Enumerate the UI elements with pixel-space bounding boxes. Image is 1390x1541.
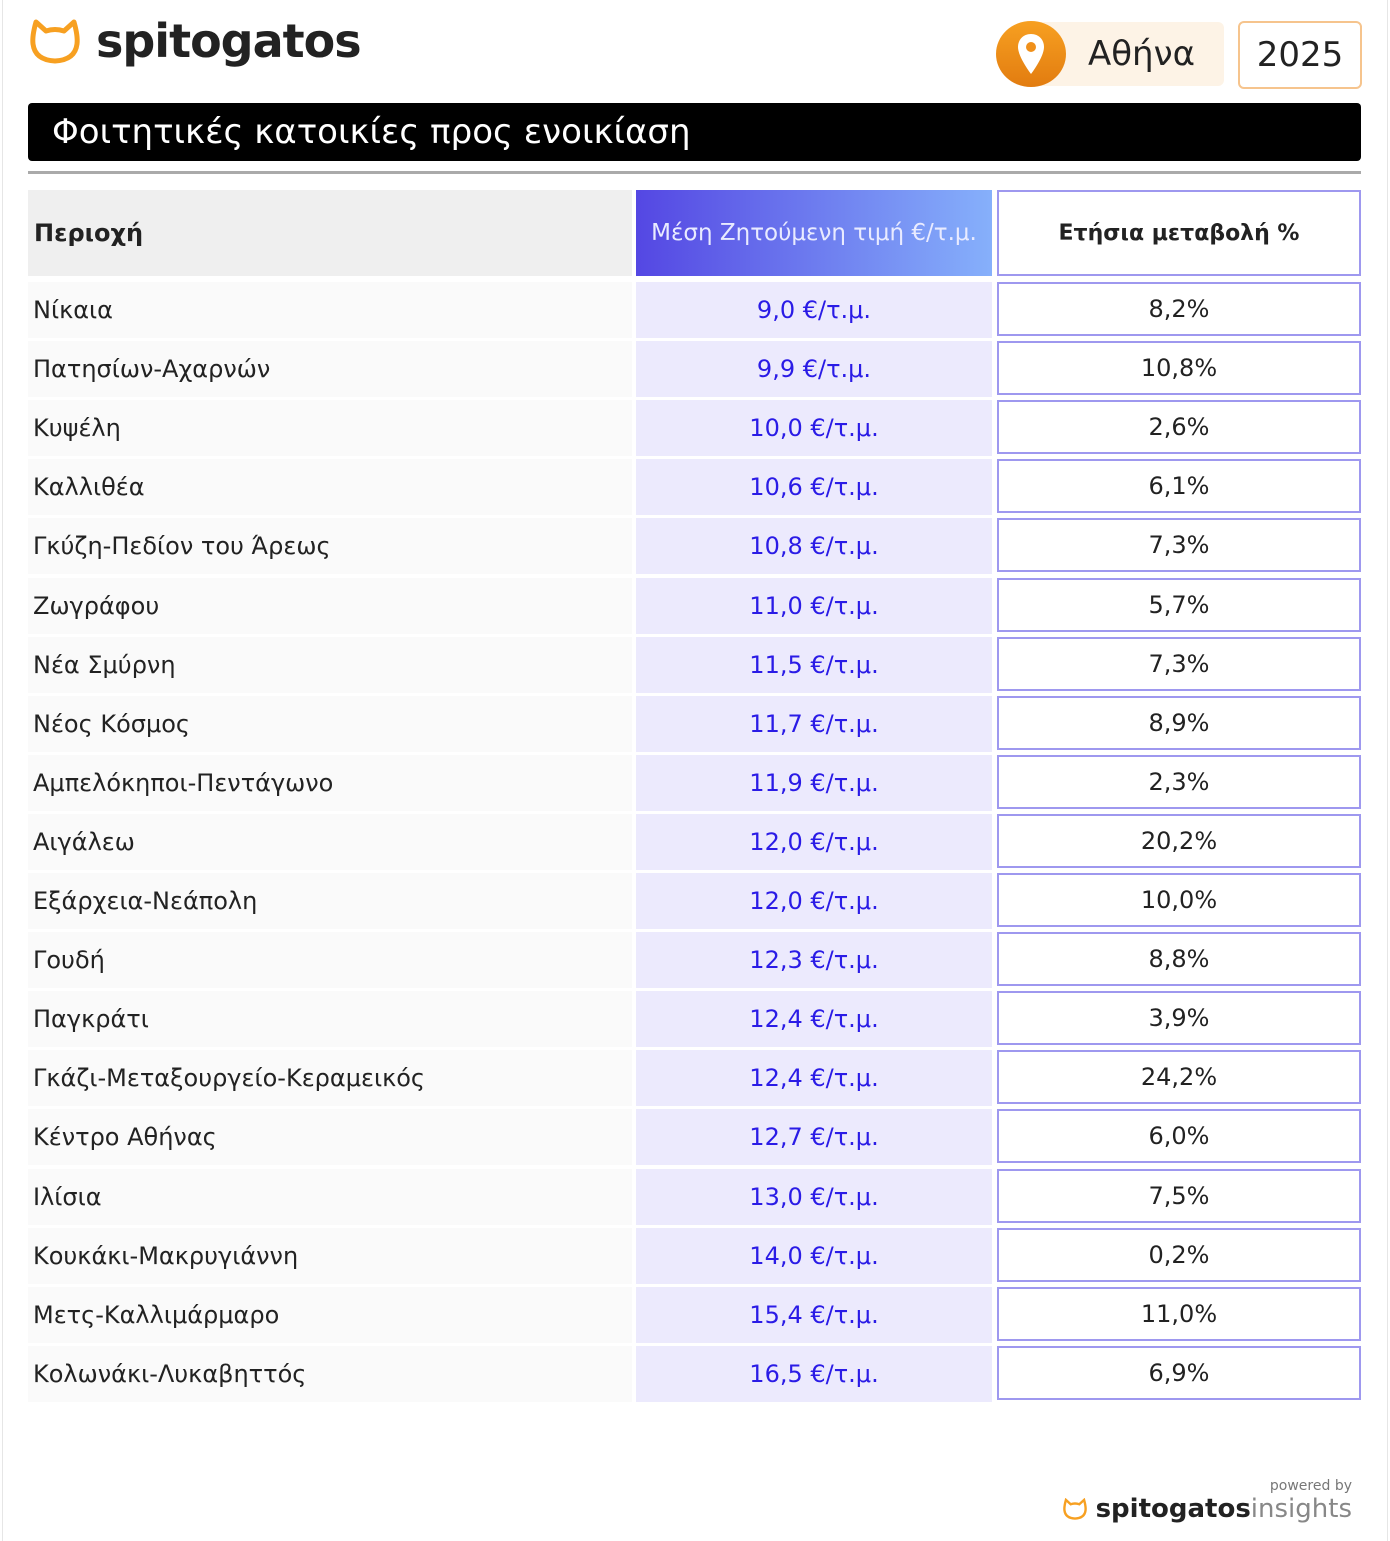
change-cell: 2,6% (997, 400, 1361, 455)
table-row: Κουκάκι-Μακρυγιάννη 14,0 €/τ.μ. 0,2% (28, 1227, 1361, 1284)
cat-head-icon (1062, 1498, 1087, 1520)
brand-name: spitogatos (96, 14, 362, 68)
divider (28, 171, 1361, 174)
price-cell: 9,0 €/τ.μ. (636, 282, 992, 338)
change-cell: 20,2% (997, 813, 1361, 868)
location-badge[interactable]: Αθήνα (996, 21, 1224, 87)
price-cell: 12,0 €/τ.μ. (636, 873, 992, 929)
change-cell: 7,5% (997, 1168, 1361, 1223)
column-header-change: Ετήσια μεταβολή % (997, 190, 1361, 276)
table-row: Κολωνάκι-Λυκαβηττός 16,5 €/τ.μ. 6,9% (28, 1345, 1361, 1402)
table-row: Κυψέλη 10,0 €/τ.μ. 2,6% (28, 400, 1361, 457)
brand-logo: spitogatos (28, 14, 362, 68)
area-cell: Κέντρο Αθήνας (28, 1109, 632, 1166)
area-cell: Γουδή (28, 932, 632, 989)
table-row: Μετς-Καλλιμάρμαρο 15,4 €/τ.μ. 11,0% (28, 1286, 1361, 1343)
area-cell: Αιγάλεω (28, 813, 632, 870)
change-cell: 5,7% (997, 577, 1361, 632)
powered-by-label: powered by (1269, 1478, 1352, 1494)
area-cell: Ιλίσια (28, 1168, 632, 1225)
area-cell: Κολωνάκι-Λυκαβηττός (28, 1345, 632, 1402)
table-row: Κέντρο Αθήνας 12,7 €/τ.μ. 6,0% (28, 1109, 1361, 1166)
price-cell: 9,9 €/τ.μ. (636, 341, 992, 398)
change-cell: 10,0% (997, 873, 1361, 927)
table-row: Γουδή 12,3 €/τ.μ. 8,8% (28, 932, 1361, 989)
price-cell: 11,9 €/τ.μ. (636, 754, 992, 811)
area-cell: Κουκάκι-Μακρυγιάννη (28, 1227, 632, 1284)
price-cell: 12,4 €/τ.μ. (636, 1050, 992, 1107)
change-cell: 7,3% (997, 518, 1361, 573)
table-row: Γκάζι-Μεταξουργείο-Κεραμεικός 12,4 €/τ.μ.… (28, 1050, 1361, 1107)
price-cell: 14,0 €/τ.μ. (636, 1227, 992, 1284)
price-cell: 15,4 €/τ.μ. (636, 1286, 992, 1343)
change-cell: 7,3% (997, 636, 1361, 691)
area-cell: Κυψέλη (28, 400, 632, 457)
price-cell: 12,4 €/τ.μ. (636, 991, 992, 1048)
footer-product: insights (1250, 1494, 1352, 1524)
area-cell: Νίκαια (28, 282, 632, 338)
price-cell: 13,0 €/τ.μ. (636, 1168, 992, 1225)
location-label: Αθήνα (1088, 34, 1196, 74)
table-row: Ιλίσια 13,0 €/τ.μ. 7,5% (28, 1168, 1361, 1225)
table-row: Πατησίων-Αχαρνών 9,9 €/τ.μ. 10,8% (28, 341, 1361, 398)
area-cell: Γκάζι-Μεταξουργείο-Κεραμεικός (28, 1050, 632, 1107)
table-row: Γκύζη-Πεδίον του Άρεως 10,8 €/τ.μ. 7,3% (28, 518, 1361, 575)
area-cell: Πατησίων-Αχαρνών (28, 341, 632, 398)
change-cell: 3,9% (997, 991, 1361, 1046)
price-cell: 10,6 €/τ.μ. (636, 459, 992, 516)
change-cell: 24,2% (997, 1050, 1361, 1105)
change-cell: 0,2% (997, 1227, 1361, 1282)
area-cell: Γκύζη-Πεδίον του Άρεως (28, 518, 632, 575)
price-cell: 12,7 €/τ.μ. (636, 1109, 992, 1166)
table-row: Νέος Κόσμος 11,7 €/τ.μ. 8,9% (28, 695, 1361, 752)
area-cell: Ζωγράφου (28, 577, 632, 634)
change-cell: 11,0% (997, 1286, 1361, 1341)
footer-brand: spitogatos (1095, 1494, 1251, 1524)
price-cell: 11,0 €/τ.μ. (636, 577, 992, 634)
footer-logo: powered by spitogatosinsights (1062, 1478, 1352, 1524)
price-cell: 12,3 €/τ.μ. (636, 932, 992, 989)
change-cell: 8,8% (997, 932, 1361, 987)
price-cell: 12,0 €/τ.μ. (636, 813, 992, 870)
table-row: Ζωγράφου 11,0 €/τ.μ. 5,7% (28, 577, 1361, 634)
page-title: Φοιτητικές κατοικίες προς ενοικίαση (28, 103, 1361, 161)
change-cell: 2,3% (997, 754, 1361, 809)
area-cell: Καλλιθέα (28, 459, 632, 516)
table-row: Αμπελόκηποι-Πεντάγωνο 11,9 €/τ.μ. 2,3% (28, 754, 1361, 811)
price-cell: 11,7 €/τ.μ. (636, 695, 992, 752)
area-cell: Νέος Κόσμος (28, 695, 632, 752)
cat-head-icon (30, 19, 80, 64)
table-row: Εξάρχεια-Νεάπολη 12,0 €/τ.μ. 10,0% (28, 873, 1361, 929)
price-cell: 10,0 €/τ.μ. (636, 400, 992, 457)
price-cell: 11,5 €/τ.μ. (636, 636, 992, 693)
change-cell: 6,9% (997, 1345, 1361, 1400)
price-cell: 10,8 €/τ.μ. (636, 518, 992, 575)
table-row: Αιγάλεω 12,0 €/τ.μ. 20,2% (28, 813, 1361, 870)
change-cell: 8,2% (997, 282, 1361, 336)
change-cell: 8,9% (997, 695, 1361, 750)
area-cell: Νέα Σμύρνη (28, 636, 632, 693)
area-cell: Παγκράτι (28, 991, 632, 1048)
area-cell: Εξάρχεια-Νεάπολη (28, 873, 632, 929)
map-pin-icon (996, 21, 1066, 87)
price-cell: 16,5 €/τ.μ. (636, 1345, 992, 1402)
change-cell: 10,8% (997, 341, 1361, 396)
table-row: Παγκράτι 12,4 €/τ.μ. 3,9% (28, 991, 1361, 1048)
column-header-price: Μέση Ζητούμενη τιμή €/τ.μ. (636, 190, 992, 276)
area-cell: Αμπελόκηποι-Πεντάγωνο (28, 754, 632, 811)
table-row: Νέα Σμύρνη 11,5 €/τ.μ. 7,3% (28, 636, 1361, 693)
change-cell: 6,0% (997, 1109, 1361, 1164)
table-row: Νίκαια 9,0 €/τ.μ. 8,2% (28, 282, 1361, 338)
table-row: Καλλιθέα 10,6 €/τ.μ. 6,1% (28, 459, 1361, 516)
column-header-area: Περιοχή (28, 190, 632, 276)
year-badge[interactable]: 2025 (1238, 21, 1362, 89)
change-cell: 6,1% (997, 459, 1361, 514)
area-cell: Μετς-Καλλιμάρμαρο (28, 1286, 632, 1343)
